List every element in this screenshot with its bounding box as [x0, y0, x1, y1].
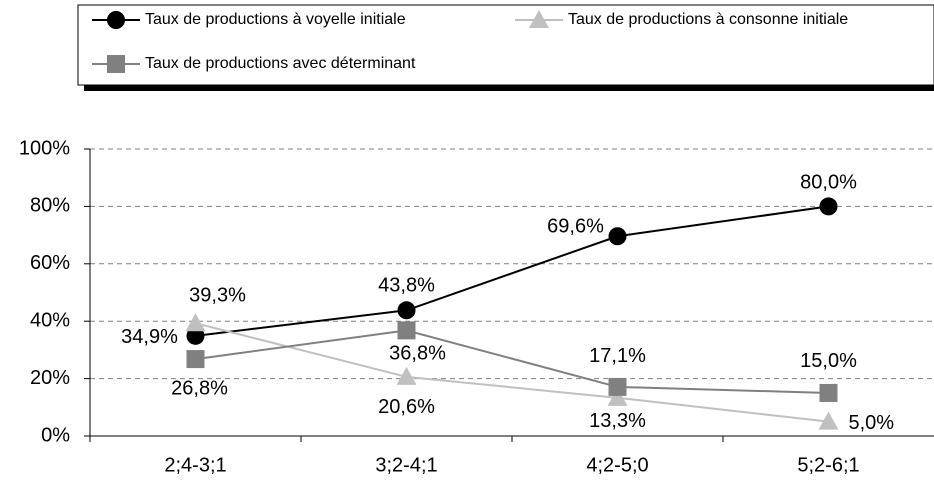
legend-marker [107, 11, 125, 29]
series-line [195, 322, 829, 423]
data-point [186, 326, 205, 345]
data-label: 69,6% [547, 216, 604, 238]
data-point [607, 387, 628, 406]
y-tick-label: 60% [30, 252, 70, 274]
data-point [185, 313, 206, 332]
legend-marker [107, 55, 125, 73]
legend-label: Taux de productions avec déterminant [145, 55, 416, 72]
y-tick-label: 0% [41, 424, 70, 446]
y-tick-label: 40% [30, 309, 70, 331]
data-label: 34,9% [121, 326, 178, 348]
data-point [819, 383, 838, 402]
y-tick-label: 20% [30, 367, 70, 389]
legend-label: Taux de productions à consonne initiale [568, 11, 848, 28]
data-point [608, 227, 627, 246]
x-tick-label: 2;4-3;1 [164, 454, 226, 476]
x-tick-label: 5;2-6;1 [797, 454, 859, 476]
data-point [818, 411, 839, 430]
data-label: 80,0% [800, 172, 857, 194]
data-point [608, 377, 627, 396]
data-label: 20,6% [378, 396, 435, 418]
data-label: 15,0% [800, 350, 857, 372]
data-point [397, 321, 416, 340]
data-label: 43,8% [378, 275, 435, 297]
legend-marker [529, 10, 549, 28]
data-point [396, 366, 417, 385]
x-tick-label: 3;2-4;1 [375, 454, 437, 476]
y-tick-label: 80% [30, 195, 70, 217]
y-tick-label: 100% [19, 137, 70, 159]
data-label: 5,0% [849, 412, 895, 434]
series-line [195, 329, 829, 394]
data-label: 36,8% [389, 343, 446, 365]
x-tick-label: 4;2-5;0 [586, 454, 648, 476]
data-label: 26,8% [171, 377, 228, 399]
data-point [397, 301, 416, 320]
data-point [819, 197, 838, 216]
legend-label: Taux de productions à voyelle initiale [145, 11, 406, 28]
legend-box [77, 4, 934, 86]
data-label: 39,3% [189, 284, 246, 306]
data-label: 17,1% [589, 345, 646, 367]
data-label: 13,3% [589, 410, 646, 432]
legend-shadow [84, 84, 934, 91]
data-point [186, 350, 205, 369]
series-line [195, 205, 829, 337]
